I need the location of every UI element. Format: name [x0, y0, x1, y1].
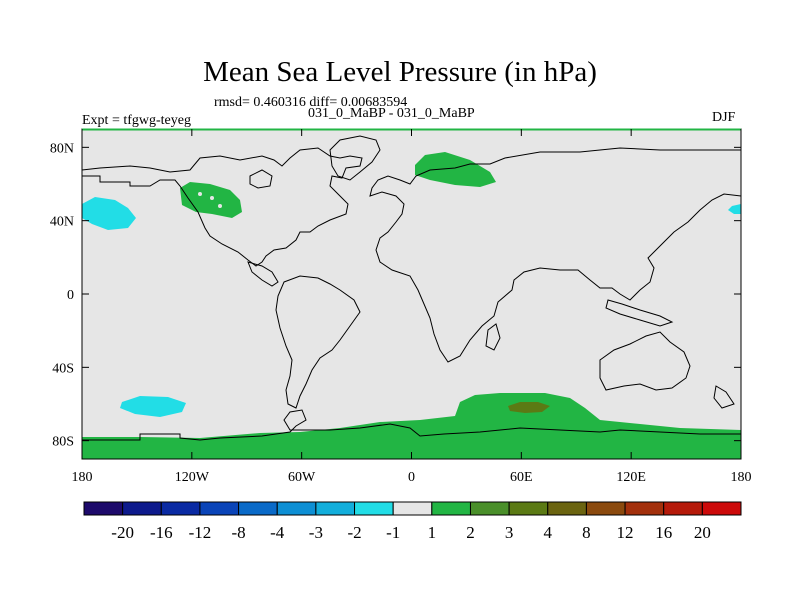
coastline-australia — [599, 331, 691, 391]
coastline-new-zealand — [713, 385, 735, 409]
colorbar-box — [160, 501, 201, 516]
arctic-positive-region — [415, 152, 496, 187]
colorbar-box — [431, 501, 471, 516]
colorbar-box — [276, 501, 317, 516]
colorbar-label: 20 — [694, 523, 711, 542]
colorbar-label: 8 — [582, 523, 591, 542]
colorbar-label: 3 — [505, 523, 514, 542]
coastline-eurasia — [369, 147, 741, 363]
colorbar-box — [701, 501, 742, 516]
colorbar-box — [315, 501, 356, 516]
colorbar-box — [508, 501, 549, 516]
colorbar-label: -20 — [111, 523, 134, 542]
colorbar-label: -12 — [189, 523, 212, 542]
colorbar-label: -8 — [232, 523, 246, 542]
colorbar-label: -3 — [309, 523, 323, 542]
colorbar-box — [83, 501, 124, 516]
coastline-north-america — [82, 147, 363, 267]
colorbar-label: 2 — [466, 523, 475, 542]
x-tick-label: 120E — [616, 470, 646, 485]
coastline-south-america — [275, 275, 361, 409]
x-tick-label: 60E — [510, 470, 533, 485]
y-tick-label: 40S — [52, 361, 74, 376]
axes: 180 120W 60W 0 60E 120E 180 80N 40N 0 40S 80S — [50, 129, 752, 485]
coastline-madagascar — [485, 323, 501, 351]
colorbar-box — [469, 501, 510, 516]
colorbar-box — [547, 501, 587, 516]
coastlines — [82, 135, 741, 441]
chart-title: Mean Sea Level Pressure (in hPa) — [203, 56, 597, 88]
indian-ocean-max-region — [508, 402, 550, 413]
center-label: 031_0_MaBP - 031_0_MaBP — [308, 106, 475, 121]
stats-label: rmsd= 0.460316 diff= 0.00683594 — [214, 95, 408, 110]
antarctic-positive-region — [82, 393, 741, 459]
northeast-pacific-negative-region — [728, 204, 741, 214]
x-tick-label: 120W — [175, 470, 210, 485]
x-tick-label: 180 — [72, 470, 93, 485]
colorbar-box — [199, 501, 240, 516]
x-tick-label: 60W — [288, 470, 316, 485]
colorbar-box — [392, 501, 433, 516]
coastline-antarctica — [82, 409, 741, 441]
colorbar-box — [624, 501, 665, 516]
colorbar-label: -4 — [270, 523, 285, 542]
colorbar-box — [122, 501, 162, 516]
y-tick-label: 0 — [67, 288, 74, 303]
colorbar-label: -16 — [150, 523, 173, 542]
colorbar-label: 16 — [655, 523, 672, 542]
colorbar-label: -2 — [347, 523, 361, 542]
north-pacific-negative-region — [82, 197, 136, 230]
colorbar-box — [354, 501, 394, 516]
coastline-arctic-islands — [249, 169, 273, 189]
colorbar-label: -1 — [386, 523, 400, 542]
colorbar-label: 1 — [428, 523, 437, 542]
y-tick-label: 80N — [50, 141, 74, 156]
y-tick-label: 40N — [50, 215, 74, 230]
coastline-central-america — [247, 261, 279, 287]
colorbar-box — [585, 501, 626, 516]
colorbar: -20 -16 -12 -8 -4 -3 -2 -1 1 2 3 4 8 12 16 20 — [83, 501, 742, 542]
coastline-se-asia-islands — [605, 299, 674, 327]
experiment-label: Expt = tfgwg-teyeg — [82, 113, 191, 128]
season-label: DJF — [712, 110, 736, 125]
x-tick-label: 180 — [731, 470, 752, 485]
colorbar-label: 12 — [617, 523, 634, 542]
colorbar-box — [663, 501, 703, 516]
anomaly-layer — [82, 152, 741, 459]
south-pacific-negative-region — [120, 396, 186, 417]
y-tick-label: 80S — [52, 435, 74, 450]
colorbar-label: 4 — [544, 523, 553, 542]
coastline-greenland — [329, 135, 381, 181]
colorbar-box — [238, 501, 278, 516]
x-tick-label: 0 — [408, 470, 415, 485]
